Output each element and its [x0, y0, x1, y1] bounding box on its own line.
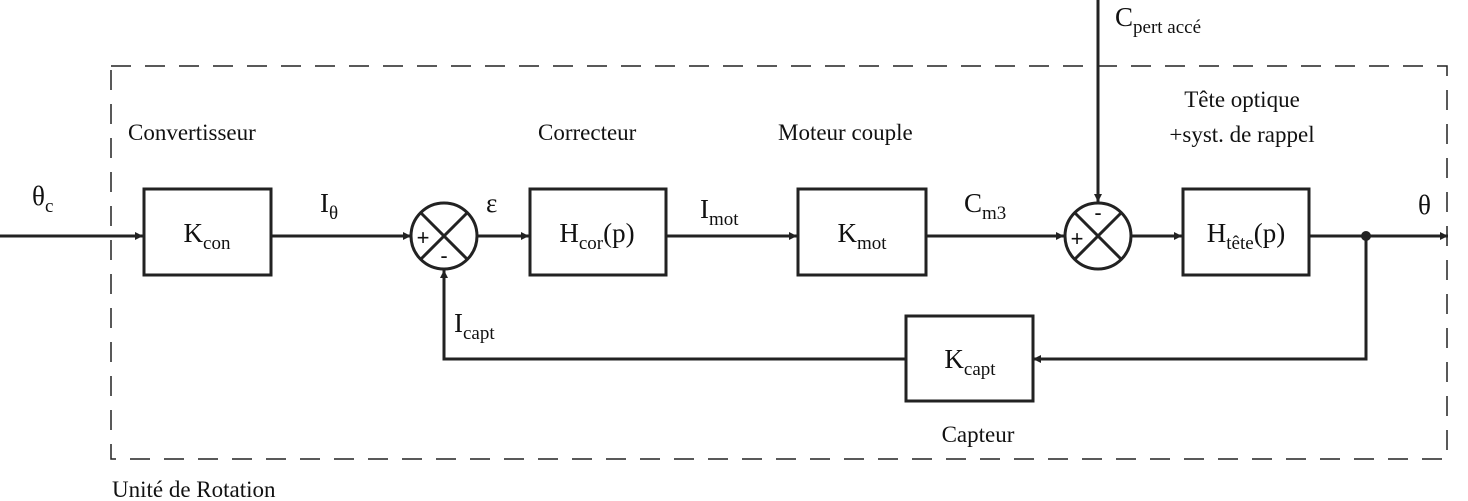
- block-kcon-label: Kcon: [184, 218, 231, 254]
- sum1-plus-sign: +: [417, 225, 430, 250]
- signal-i-capt: Icapt: [454, 308, 495, 344]
- wire-kcapt-to-sum1: [440, 270, 905, 361]
- title-systeme-rappel: +syst. de rappel: [1169, 122, 1314, 147]
- frame-label: Unité de Rotation: [112, 477, 276, 501]
- signal-theta-c: θc: [32, 181, 53, 217]
- block-hcor-label: Hcor(p): [559, 218, 634, 254]
- block-htete: [1181, 187, 1311, 277]
- signal-epsilon: ε: [486, 188, 497, 218]
- title-convertisseur: Convertisseur: [128, 120, 256, 145]
- wire-feedback-to-kcapt: [1033, 236, 1368, 363]
- summing-junction-1: + -: [409, 201, 479, 271]
- sum2-plus-sign: +: [1071, 226, 1084, 251]
- signal-i-mot: Imot: [700, 194, 739, 230]
- block-htete-label: Htête(p): [1207, 218, 1285, 254]
- block-hcor: [528, 187, 668, 277]
- sum1-minus-sign: -: [440, 243, 447, 268]
- signal-theta: θ: [1418, 190, 1431, 220]
- signal-i-theta: Iθ: [320, 188, 338, 224]
- rotation-unit-frame: [110, 65, 1448, 460]
- title-correcteur: Correcteur: [538, 120, 637, 145]
- title-moteur-couple: Moteur couple: [778, 120, 913, 145]
- signal-c-m3: Cm3: [964, 188, 1006, 224]
- title-capteur: Capteur: [942, 422, 1015, 447]
- signal-c-pert-acce: Cpert accé: [1115, 2, 1201, 38]
- block-kmot-label: Kmot: [837, 218, 887, 254]
- summing-junction-2: + -: [1063, 200, 1133, 271]
- block-kcapt-label: Kcapt: [944, 344, 996, 380]
- block-kmot: [796, 187, 928, 277]
- sum2-minus-sign: -: [1094, 200, 1101, 225]
- block-kcon: [142, 187, 273, 277]
- title-tete-optique: Tête optique: [1184, 87, 1300, 112]
- block-kcapt: [904, 314, 1035, 403]
